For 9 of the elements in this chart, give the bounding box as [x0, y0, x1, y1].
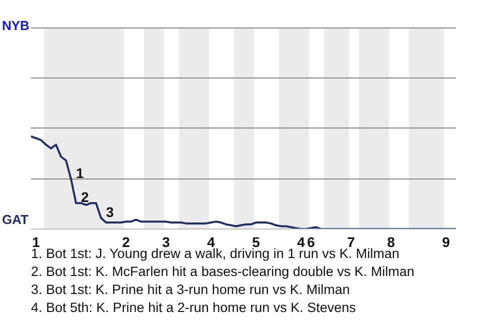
text: 2. Bot 1st: K. McFarlen hit a bases-clearing double vs K. Milman [31, 263, 414, 281]
x-tick-label: 9 [442, 234, 450, 250]
annotation: 2 [81, 189, 89, 206]
text: GAT [2, 212, 28, 228]
text: 4. Bot 5th: K. Prine hit a 2-run home run vs K. Stevens [31, 299, 357, 317]
annotation: 3 [106, 204, 114, 220]
text: NYB [2, 18, 30, 34]
text: 3. Bot 1st: K. Prine hit a 3-run home run vs K. Milman [31, 281, 351, 299]
annotation: 1 [76, 164, 84, 181]
